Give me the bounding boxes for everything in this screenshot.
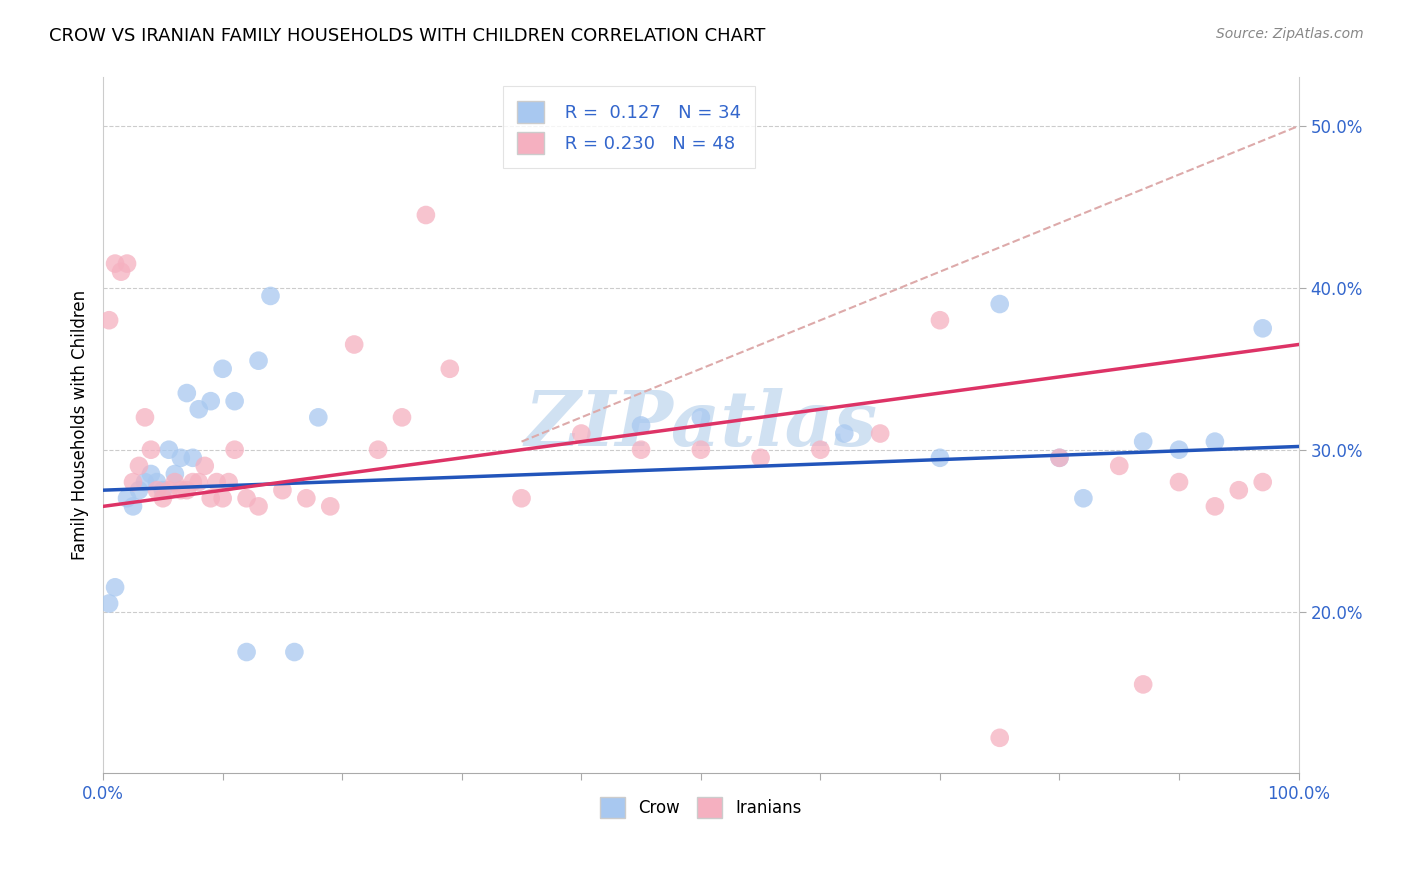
Point (134, 410, 156, 425)
Point (176, 386, 198, 401)
Point (247, 500, 270, 514)
Text: Source: ZipAtlas.com: Source: ZipAtlas.com (1216, 27, 1364, 41)
Point (510, 491, 533, 506)
Point (1227, 483, 1250, 498)
Point (391, 410, 413, 425)
Point (139, 442, 162, 457)
Point (104, 256, 127, 270)
Point (834, 426, 856, 441)
Point (152, 483, 174, 498)
Point (808, 442, 831, 457)
Point (115, 491, 138, 506)
Point (218, 475, 240, 489)
Text: ZIPatlas: ZIPatlas (524, 388, 877, 462)
Point (749, 450, 772, 465)
Point (98, 597, 121, 611)
Point (1204, 500, 1226, 514)
Point (200, 394, 222, 409)
Point (205, 475, 228, 489)
Point (181, 475, 204, 489)
Point (689, 442, 711, 457)
Point (211, 491, 233, 506)
Point (307, 410, 329, 425)
Point (1049, 450, 1071, 465)
Point (689, 410, 711, 425)
Point (929, 450, 952, 465)
Point (415, 208, 437, 222)
Point (235, 645, 257, 659)
Point (1168, 442, 1191, 457)
Point (146, 483, 169, 498)
Point (110, 265, 132, 279)
Point (630, 418, 652, 433)
Point (211, 361, 233, 376)
Point (1108, 458, 1130, 473)
Point (630, 442, 652, 457)
Point (134, 475, 156, 489)
Point (187, 475, 209, 489)
Point (163, 467, 186, 481)
Point (224, 442, 246, 457)
Point (988, 731, 1011, 745)
Point (139, 467, 162, 481)
Point (271, 483, 294, 498)
Point (128, 483, 150, 498)
Point (157, 483, 180, 498)
Point (122, 475, 145, 489)
Point (146, 475, 169, 489)
Point (98, 313, 121, 327)
Point (295, 491, 318, 506)
Point (1132, 677, 1154, 691)
Point (1168, 475, 1191, 489)
Point (157, 442, 180, 457)
Text: CROW VS IRANIAN FAMILY HOUSEHOLDS WITH CHILDREN CORRELATION CHART: CROW VS IRANIAN FAMILY HOUSEHOLDS WITH C… (49, 27, 766, 45)
Point (1073, 491, 1095, 506)
Point (1251, 475, 1274, 489)
Point (122, 500, 145, 514)
Point (319, 500, 342, 514)
Point (170, 483, 193, 498)
Point (439, 361, 461, 376)
Point (224, 394, 246, 409)
Point (115, 256, 138, 270)
Point (170, 450, 193, 465)
Point (259, 289, 281, 303)
Point (343, 337, 366, 351)
Legend: Crow, Iranians: Crow, Iranians (593, 790, 808, 824)
Point (283, 645, 305, 659)
Point (869, 426, 891, 441)
Point (181, 450, 204, 465)
Point (1251, 321, 1274, 335)
Point (929, 313, 952, 327)
Point (1132, 434, 1154, 449)
Point (200, 491, 222, 506)
Point (128, 458, 150, 473)
Point (1204, 434, 1226, 449)
Point (176, 483, 198, 498)
Point (187, 402, 209, 417)
Point (1049, 450, 1071, 465)
Point (247, 353, 270, 368)
Point (163, 475, 186, 489)
Y-axis label: Family Households with Children: Family Households with Children (72, 291, 89, 560)
Point (367, 442, 389, 457)
Point (194, 458, 217, 473)
Point (988, 297, 1011, 311)
Point (235, 491, 257, 506)
Point (152, 491, 174, 506)
Point (569, 426, 592, 441)
Point (104, 580, 127, 594)
